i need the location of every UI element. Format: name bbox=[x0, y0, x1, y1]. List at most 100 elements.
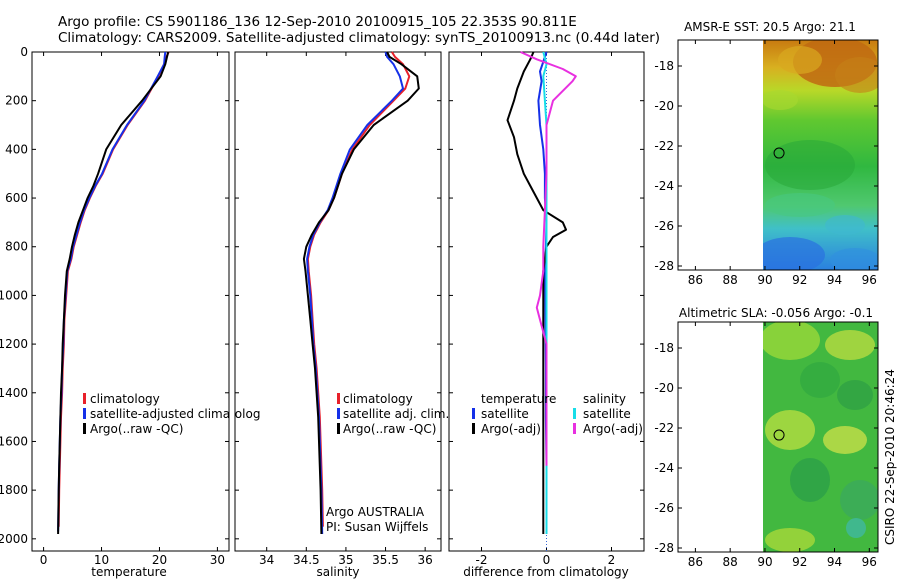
legend-swatch-climatology bbox=[83, 393, 86, 404]
legend-label-argo: Argo(..raw -QC) bbox=[343, 422, 436, 436]
map-x-tick-label: 86 bbox=[688, 555, 703, 569]
depth-tick-label: 1000 bbox=[0, 288, 28, 302]
map-x-tick-label: 96 bbox=[862, 273, 877, 287]
legend-label-climatology: climatology bbox=[90, 392, 160, 406]
map-x-tick-label: 96 bbox=[862, 555, 877, 569]
x-tick-label: 20 bbox=[152, 553, 167, 567]
depth-axis: 0 200 400 600 800 1000 1200 1400 1600 1800 2000 bbox=[0, 45, 28, 546]
map-y-tick-label: -26 bbox=[654, 219, 674, 233]
x-tick-label: 35 bbox=[338, 553, 353, 567]
x-tick-label: 34 bbox=[259, 553, 274, 567]
map-y-tick-label: -24 bbox=[654, 461, 674, 475]
series-line-satellite-adjusted-climatology bbox=[57, 51, 167, 532]
difference-legend: temperature satellite Argo(-adj) salinit… bbox=[472, 392, 643, 436]
series-line-climatology bbox=[306, 51, 411, 527]
depth-tick-label: 600 bbox=[5, 191, 28, 205]
sla-map-frame bbox=[677, 321, 879, 553]
map-x-tick-label: 86 bbox=[688, 273, 703, 287]
legend-label-temp-argo: Argo(-adj) bbox=[481, 422, 541, 436]
legend-swatch-climatology bbox=[337, 393, 340, 404]
legend-swatch-satellite bbox=[83, 408, 86, 419]
sla-map-axes: 86 88 90 92 94 96 -18 -20 -22 -24 -26 -28 bbox=[654, 322, 878, 569]
x-tick-label: 0 bbox=[40, 553, 48, 567]
legend-label-sal-argo: Argo(-adj) bbox=[583, 422, 643, 436]
depth-tick-label: 1200 bbox=[0, 337, 28, 351]
salinity-legend: climatology satellite adj. clim. Argo(..… bbox=[337, 392, 449, 436]
argo-position-marker bbox=[773, 147, 785, 159]
legend-label-argo: Argo(..raw -QC) bbox=[90, 422, 183, 436]
map-y-tick-label: -28 bbox=[654, 259, 674, 273]
series-line-climatology bbox=[57, 51, 170, 527]
x-tick-label: 30 bbox=[210, 553, 225, 567]
legend-group-title-temperature: temperature bbox=[481, 392, 556, 406]
depth-tick-label: 1400 bbox=[0, 386, 28, 400]
map-x-tick-label: 90 bbox=[757, 273, 772, 287]
x-tick-label: 2 bbox=[608, 553, 616, 567]
argo-position-marker bbox=[773, 429, 785, 441]
legend-swatch-sal-argo bbox=[573, 423, 576, 434]
annotation-line-1: Argo AUSTRALIA bbox=[326, 505, 425, 519]
x-tick-label: -2 bbox=[476, 553, 488, 567]
annotation-line-2: PI: Susan Wijffels bbox=[326, 520, 428, 534]
legend-swatch-sal-satellite bbox=[573, 408, 576, 419]
legend-swatch-temp-satellite bbox=[472, 408, 475, 419]
depth-tick-label: 0 bbox=[20, 45, 28, 59]
map-x-tick-label: 92 bbox=[792, 273, 807, 287]
series-line-temperature-argo-adj- bbox=[506, 51, 567, 534]
depth-tick-label: 1800 bbox=[0, 483, 28, 497]
map-x-tick-label: 92 bbox=[792, 555, 807, 569]
depth-tick-label: 400 bbox=[5, 142, 28, 156]
map-x-tick-label: 88 bbox=[723, 273, 738, 287]
salinity-panel-frame bbox=[234, 51, 442, 552]
difference-xlabel: difference from climatology bbox=[463, 565, 629, 579]
figure-title-line-2: Climatology: CARS2009. Satellite-adjuste… bbox=[58, 30, 660, 46]
series-line-argo-raw-qc- bbox=[57, 51, 170, 535]
temperature-plot: 0 10 20 30 bbox=[32, 51, 229, 567]
sst-map-field bbox=[763, 40, 878, 270]
legend-swatch-argo bbox=[83, 423, 86, 434]
map-y-tick-label: -26 bbox=[654, 501, 674, 515]
x-tick-label: 10 bbox=[94, 553, 109, 567]
map-x-tick-label: 90 bbox=[757, 555, 772, 569]
salinity-xlabel: salinity bbox=[316, 565, 359, 579]
salinity-plot: 34 34.5 35 35.5 36 bbox=[235, 51, 441, 567]
legend-swatch-argo bbox=[337, 423, 340, 434]
sst-map-frame bbox=[677, 39, 879, 271]
csiro-timestamp: CSIRO 22-Sep-2010 20:46:24 bbox=[883, 369, 897, 545]
series-line-salinity-argo-adj- bbox=[520, 51, 577, 466]
depth-tick-label: 2000 bbox=[0, 532, 28, 546]
legend-group-title-salinity: salinity bbox=[583, 392, 626, 406]
depth-tick-label: 200 bbox=[5, 94, 28, 108]
legend-swatch-temp-argo bbox=[472, 423, 475, 434]
series-line-argo-raw-qc- bbox=[302, 51, 420, 535]
figure-title-line-1: Argo profile: CS 5901186_136 12-Sep-2010… bbox=[58, 14, 577, 30]
map-y-tick-label: -18 bbox=[654, 341, 674, 355]
temperature-xlabel: temperature bbox=[91, 565, 166, 579]
map-y-tick-label: -20 bbox=[654, 99, 674, 113]
depth-tick-label: 800 bbox=[5, 240, 28, 254]
legend-label-climatology: climatology bbox=[343, 392, 413, 406]
temperature-panel-frame bbox=[31, 51, 230, 552]
x-tick-label: 35.5 bbox=[372, 553, 399, 567]
legend-label-satellite: satellite adj. clim. bbox=[343, 407, 449, 421]
map-y-tick-label: -24 bbox=[654, 179, 674, 193]
map-y-tick-label: -28 bbox=[654, 541, 674, 555]
temperature-legend: climatology satellite-adjusted climatolo… bbox=[83, 392, 260, 436]
difference-plot: -2 0 2 bbox=[449, 51, 644, 567]
map-y-tick-label: -20 bbox=[654, 381, 674, 395]
map-x-tick-label: 88 bbox=[723, 555, 738, 569]
sst-map-title: AMSR-E SST: 20.5 Argo: 21.1 bbox=[684, 20, 856, 34]
map-x-tick-label: 94 bbox=[827, 555, 842, 569]
x-tick-label: 34.5 bbox=[293, 553, 320, 567]
sla-map-field bbox=[763, 322, 878, 552]
depth-tick-label: 1600 bbox=[0, 434, 28, 448]
map-y-tick-label: -22 bbox=[654, 139, 674, 153]
legend-label-satellite: satellite-adjusted climatolog bbox=[90, 407, 260, 421]
legend-label-temp-satellite: satellite bbox=[481, 407, 529, 421]
map-y-tick-label: -22 bbox=[654, 421, 674, 435]
legend-label-sal-satellite: satellite bbox=[583, 407, 631, 421]
map-y-tick-label: -18 bbox=[654, 59, 674, 73]
sst-map-axes: 86 88 90 92 94 96 -18 -20 -22 -24 -26 -28 bbox=[654, 40, 878, 287]
map-x-tick-label: 94 bbox=[827, 273, 842, 287]
